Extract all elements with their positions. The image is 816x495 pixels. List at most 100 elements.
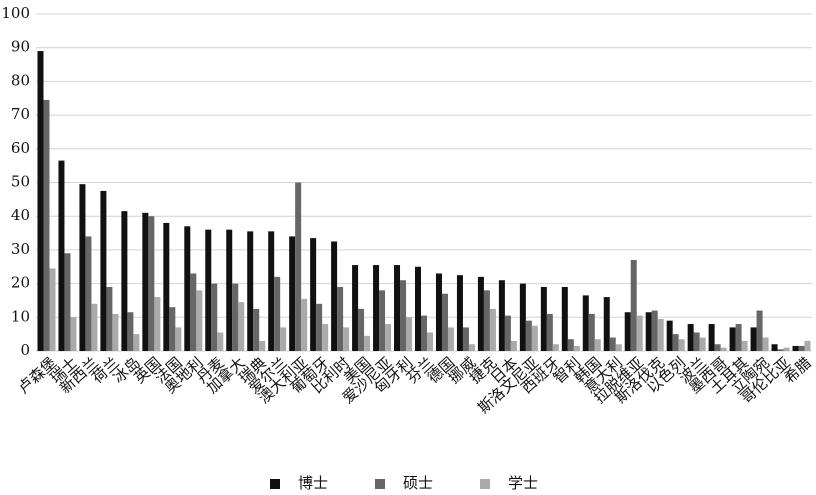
bar [58, 160, 65, 351]
bar [594, 339, 601, 351]
bar [657, 318, 664, 351]
legend-swatch [270, 479, 280, 489]
bar [133, 334, 140, 351]
legend-swatch [480, 479, 490, 489]
bar [226, 229, 233, 351]
bar [672, 334, 679, 351]
bar [708, 324, 715, 351]
bar [777, 349, 784, 351]
bar [154, 297, 161, 351]
bar [322, 324, 329, 351]
bar [385, 324, 392, 351]
bar [316, 303, 323, 351]
bar [169, 307, 176, 351]
bar [289, 236, 296, 351]
bar [615, 344, 622, 351]
bar [259, 340, 266, 351]
bar [573, 345, 580, 351]
bar [792, 345, 799, 351]
bar [603, 297, 610, 351]
bar [211, 283, 218, 351]
bar [415, 266, 421, 351]
legend-label: 学士 [508, 474, 538, 492]
bar [43, 99, 50, 351]
bar [232, 283, 239, 351]
bar [343, 327, 350, 351]
bar [771, 344, 778, 351]
bar [406, 317, 413, 351]
bar [666, 320, 673, 351]
bar [364, 335, 371, 351]
bar [205, 229, 212, 351]
bar [510, 340, 517, 351]
bar [756, 310, 763, 351]
bar [268, 231, 275, 351]
bar [190, 273, 197, 351]
bar [301, 298, 308, 351]
bar [142, 212, 149, 351]
y-tick-label: 20 [11, 274, 30, 292]
bar [274, 276, 281, 351]
bar [127, 312, 134, 351]
bar [687, 324, 694, 351]
bar [483, 290, 490, 351]
bar [175, 327, 182, 351]
bar [295, 182, 302, 351]
bar [804, 340, 811, 351]
bar [421, 315, 427, 351]
bar [720, 347, 727, 351]
bar [588, 313, 595, 351]
bar [678, 339, 685, 351]
bar [525, 320, 532, 351]
y-tick-label: 80 [11, 71, 30, 89]
bar [456, 275, 463, 351]
bar [394, 265, 401, 351]
bar [630, 260, 637, 351]
bar [70, 317, 77, 351]
bar [714, 344, 721, 351]
bar [379, 290, 386, 351]
bar [750, 327, 757, 351]
bar [462, 327, 469, 351]
bar [106, 286, 113, 351]
bar [447, 327, 454, 351]
bar [49, 268, 56, 351]
y-tick-label: 30 [11, 240, 30, 258]
bar [310, 238, 317, 351]
bar [85, 236, 92, 351]
bar [148, 216, 155, 351]
bar [79, 184, 86, 351]
bar [693, 332, 700, 351]
bar [196, 290, 203, 351]
bar [546, 313, 553, 351]
bar [247, 231, 254, 351]
bar [489, 308, 496, 351]
bar [163, 222, 170, 351]
bar [331, 241, 338, 351]
bar [504, 315, 511, 351]
bar [64, 253, 71, 351]
legend-label: 硕士 [403, 474, 433, 492]
bar [217, 332, 224, 351]
bar [783, 347, 790, 351]
bar [441, 293, 448, 351]
bar [37, 51, 44, 351]
bar [519, 283, 526, 351]
y-tick-label: 90 [11, 38, 30, 56]
bar [741, 340, 748, 351]
bar [582, 295, 589, 351]
bar [477, 276, 484, 351]
bar [184, 226, 191, 351]
y-tick-label: 100 [1, 4, 30, 22]
bar [729, 327, 736, 351]
bar [567, 339, 574, 351]
bar [400, 280, 407, 351]
bar [636, 315, 643, 351]
bar [112, 313, 119, 351]
bar [531, 325, 538, 351]
legend-swatch [375, 479, 385, 489]
bar [337, 286, 344, 351]
bar [238, 302, 245, 351]
bar [358, 308, 365, 351]
